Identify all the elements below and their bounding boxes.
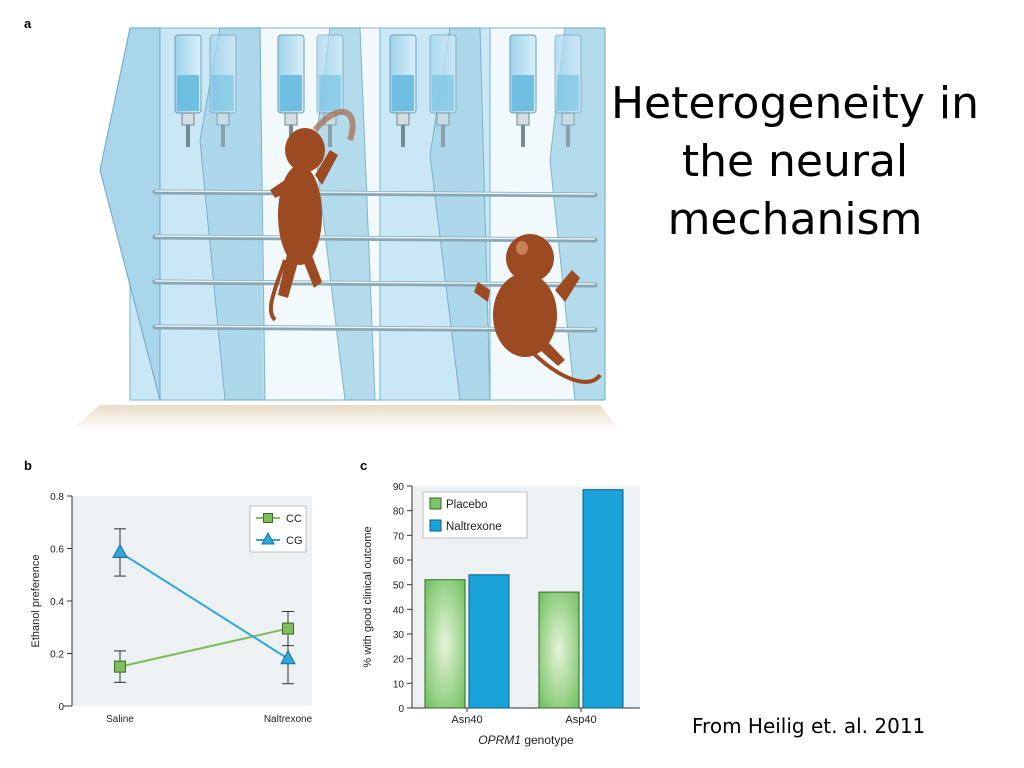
legend-label: CC [286,513,302,525]
legend-item-naltrexone: Naltrexone [429,519,502,533]
y-tick-label: 70 [393,531,405,542]
legend: CC CG [249,505,307,553]
panel-label-a: a [24,16,32,31]
floor [70,405,620,430]
y-tick-label: 0 [398,704,404,715]
y-tick-label: 40 [393,605,405,616]
y-tick-label: 30 [393,630,405,641]
bar-naltrexone-asp40 [582,489,624,709]
x-axis-label-rest: genotype [521,733,574,747]
bar-naltrexone-asn40 [468,574,510,709]
series-line-cc [119,627,289,668]
y-tick-label: 0.2 [50,650,64,661]
cage-divider [199,27,266,401]
slide-title: Heterogeneity in the neural mechanism [610,78,980,245]
x-tick-label: Naltrexone [264,714,313,725]
y-tick-label: 0.4 [50,597,64,608]
data-point-cg [280,649,296,665]
legend-label: Naltrexone [446,521,502,533]
y-tick-label: 50 [393,581,405,592]
data-point-cc [114,660,126,673]
bar-placebo-asp40 [538,591,580,709]
legend-label: CG [286,535,303,547]
x-tick-label: Saline [106,714,134,725]
x-axis-label: OPRM1 genotype [478,733,574,747]
legend-item-placebo: Placebo [429,497,488,511]
x-tick-label: Asp40 [565,714,596,726]
drinking-bottles [174,34,582,147]
y-tick-label: 20 [393,655,405,666]
y-tick-label: 80 [393,507,405,518]
y-axis-label: % with good clinical outcome [362,526,374,667]
y-tick-label: 0.8 [50,492,64,503]
monkey-climbing [268,108,356,322]
y-tick-label: 0 [58,702,64,713]
legend-item-cg: CG [256,531,303,547]
legend: Placebo Naltrexone [422,491,528,539]
ethanol-preference-chart: 0 0.2 0.4 0.6 0.8 Saline Naltrexone Ethanol p… [30,492,313,725]
y-tick-label: 0.6 [50,545,64,556]
data-point-cc [282,622,294,635]
citation: From Heilig et. al. 2011 [692,714,926,738]
cage-divider [99,27,161,401]
y-tick-label: 60 [393,556,405,567]
monkey-on-bars [474,234,602,384]
panel-label-c: c [360,458,368,473]
bar-placebo-asn40 [424,579,466,709]
monkey-cage-illustration [70,27,620,430]
series-line-cg [119,551,289,660]
y-tick-label: 90 [393,482,405,493]
legend-item-cc: CC [256,513,302,525]
y-tick-label: 10 [393,679,405,690]
x-tick-label: Asn40 [451,714,482,726]
data-point-cg [112,543,128,558]
clinical-outcome-chart: 0 10 20 30 40 50 60 70 80 90 Asn40 Asp40 % with go… [362,482,640,747]
y-axis-label: Ethanol preference [30,555,42,648]
x-axis-label-gene: OPRM1 [478,733,521,747]
legend-label: Placebo [446,499,488,511]
panel-label-b: b [24,458,32,473]
